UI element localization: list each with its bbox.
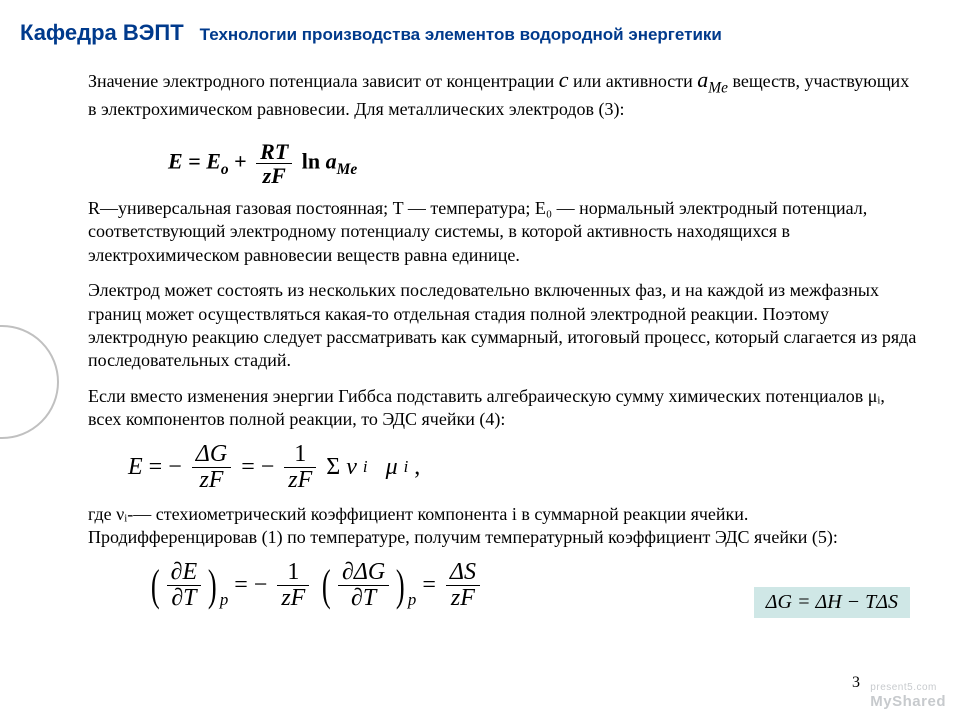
- paragraph-R: R—универсальная газовая постоянная; T — …: [88, 197, 918, 267]
- var-c: с: [559, 67, 569, 92]
- paragraph-intro: Значение электродного потенциала зависит…: [88, 66, 918, 122]
- header-subtitle: Технологии производства элементов водоро…: [200, 25, 722, 44]
- paragraph-gibbs: Если вместо изменения энергии Гиббса под…: [88, 385, 918, 432]
- watermark: present5.com MyShared: [870, 682, 946, 710]
- paragraph-nu: где νᵢ-— стехиометрический коэффициент к…: [88, 503, 918, 550]
- equation-3: E = Eo + RTzF ln aMe: [88, 134, 918, 197]
- slide-header: Кафедра ВЭПТ Технологии производства эле…: [20, 20, 940, 46]
- equation-4: E = − ΔGzF = − 1zF Σνi μi,: [88, 436, 918, 503]
- department-name: Кафедра ВЭПТ: [20, 20, 184, 45]
- var-aMe: aMe: [697, 67, 728, 92]
- watermark-brand: MyShared: [870, 693, 946, 710]
- text: Значение электродного потенциала зависит…: [88, 71, 559, 91]
- text: или активности: [568, 71, 697, 91]
- decorative-circle: [0, 325, 59, 439]
- paragraph-phases: Электрод может состоять из нескольких по…: [88, 279, 918, 373]
- page-number: 3: [852, 674, 860, 692]
- watermark-url: present5.com: [870, 682, 946, 693]
- slide-body: Значение электродного потенциала зависит…: [88, 66, 918, 621]
- delta-g-equation-box: ΔG = ΔH − TΔS: [754, 587, 910, 618]
